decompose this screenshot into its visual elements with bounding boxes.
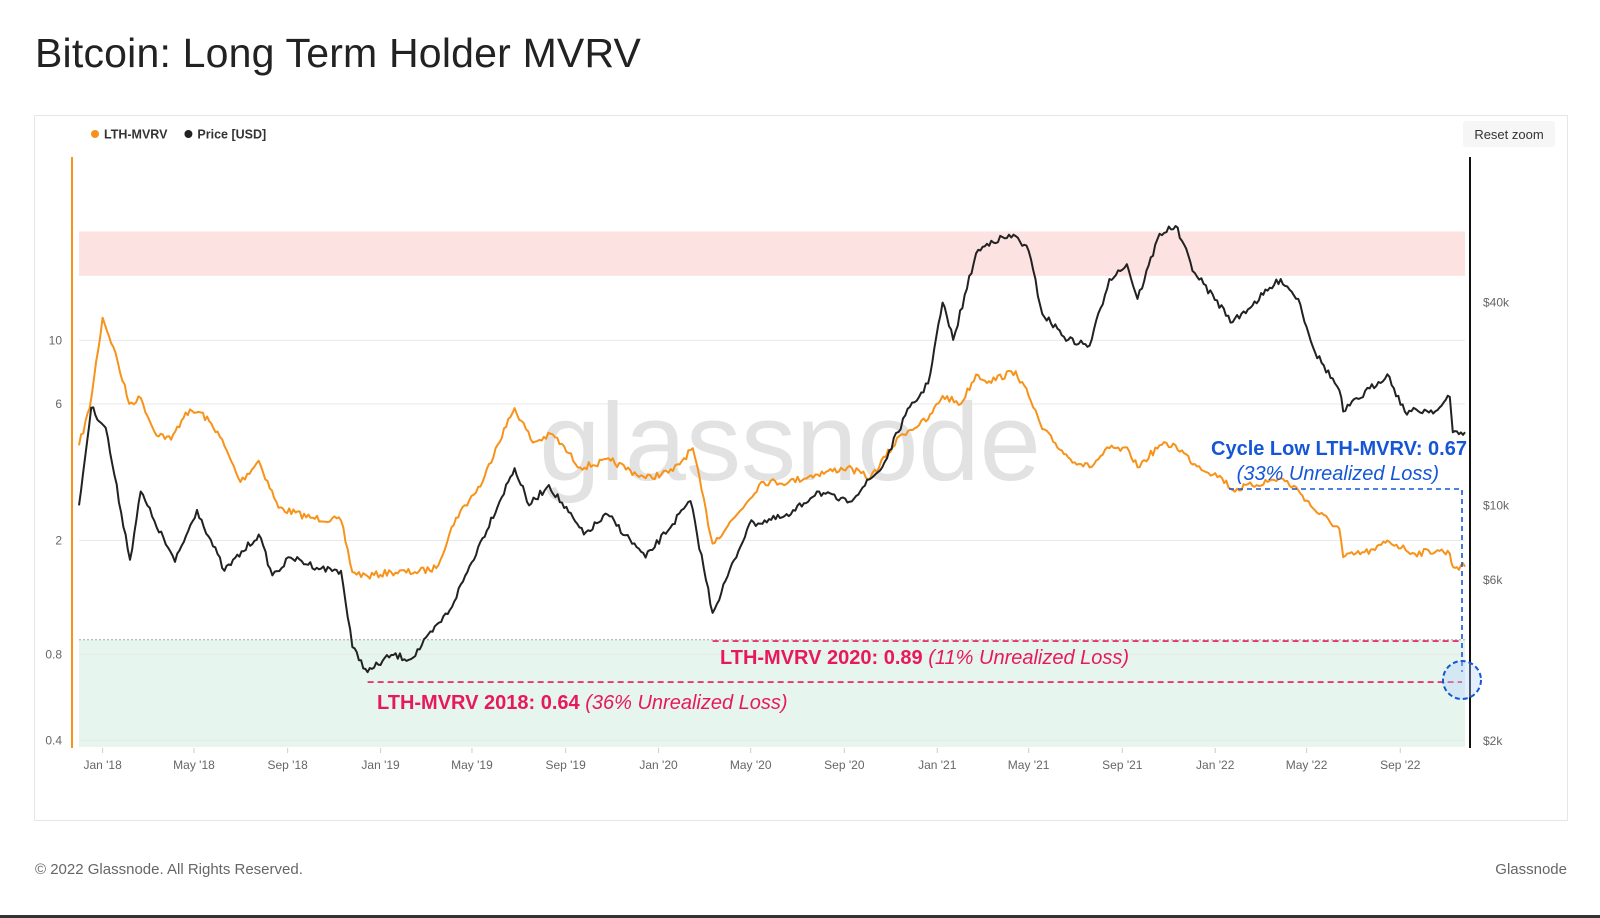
footer-copyright: © 2022 Glassnode. All Rights Reserved. bbox=[35, 861, 303, 878]
x-tick-label: May '18 bbox=[173, 758, 215, 772]
y-left-tick-label: 0.4 bbox=[45, 734, 62, 748]
bottom-divider bbox=[0, 915, 1600, 918]
series-line-price bbox=[78, 225, 1466, 674]
watermark: glassnode bbox=[539, 381, 1041, 504]
y-left-tick-label: 2 bbox=[55, 533, 62, 547]
x-tick-label: Jan '18 bbox=[83, 758, 122, 772]
annotation-cycle-low-subtitle: (33% Unrealized Loss) bbox=[1237, 463, 1439, 485]
x-tick-label: Sep '20 bbox=[824, 758, 865, 772]
x-tick-label: Jan '21 bbox=[918, 758, 957, 772]
legend-marker-2 bbox=[184, 130, 193, 138]
zone-band-2 bbox=[79, 639, 1465, 747]
x-tick-label: May '19 bbox=[451, 758, 493, 772]
annotation-2020: LTH-MVRV 2020: 0.89 (11% Unrealized Loss… bbox=[720, 647, 1129, 669]
y-left-tick-label: 10 bbox=[49, 333, 63, 347]
page-title: Bitcoin: Long Term Holder MVRV bbox=[35, 30, 642, 76]
footer-brand: Glassnode bbox=[1495, 861, 1567, 878]
legend-label-2: Price [USD] bbox=[197, 128, 266, 142]
x-tick-label: Jan '20 bbox=[639, 758, 678, 772]
chart-frame bbox=[34, 115, 1568, 821]
cycle-low-highlight-circle bbox=[1442, 660, 1482, 700]
x-tick-label: Sep '21 bbox=[1102, 758, 1143, 772]
x-tick-label: May '22 bbox=[1286, 758, 1328, 772]
y-right-tick-label: $40k bbox=[1483, 296, 1510, 310]
x-tick-label: Sep '18 bbox=[267, 758, 308, 772]
y-right-tick-label: $2k bbox=[1483, 734, 1503, 748]
x-tick-label: Sep '19 bbox=[545, 758, 586, 772]
x-tick-label: May '21 bbox=[1008, 758, 1050, 772]
annotation-2018: LTH-MVRV 2018: 0.64 (36% Unrealized Loss… bbox=[377, 692, 788, 714]
y-left-tick-label: 6 bbox=[55, 397, 62, 411]
legend-label-1: LTH-MVRV bbox=[104, 128, 168, 142]
legend-marker-1 bbox=[91, 130, 99, 138]
x-tick-label: Jan '22 bbox=[1196, 758, 1235, 772]
zone-band-1 bbox=[79, 231, 1465, 276]
x-tick-label: Sep '22 bbox=[1380, 758, 1421, 772]
guide-cycle-low bbox=[1229, 488, 1463, 672]
y-right-tick-label: $6k bbox=[1483, 573, 1503, 587]
y-left-tick-label: 0.8 bbox=[45, 647, 62, 661]
reset-zoom-button[interactable]: Reset zoom bbox=[1463, 121, 1555, 147]
y-right-tick-label: $10k bbox=[1483, 498, 1510, 512]
x-tick-label: Jan '19 bbox=[361, 758, 400, 772]
x-tick-label: May '20 bbox=[730, 758, 772, 772]
annotation-cycle-low-title: Cycle Low LTH-MVRV: 0.67 bbox=[1211, 438, 1467, 460]
